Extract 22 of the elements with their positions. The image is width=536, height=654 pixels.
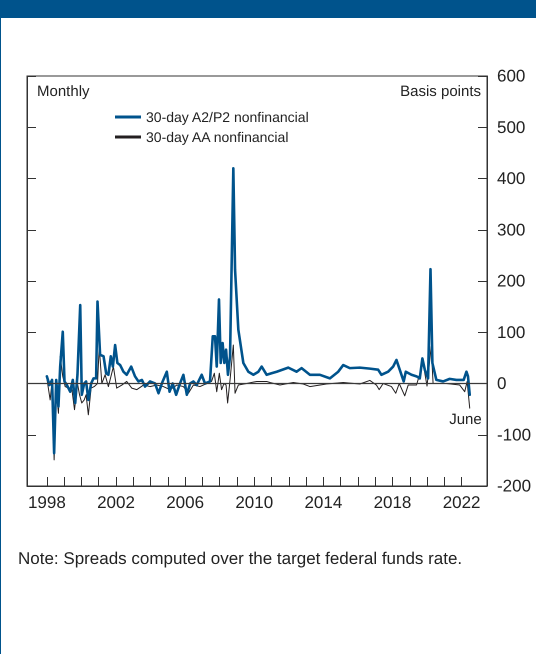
y-tick-label: 200 bbox=[497, 272, 526, 290]
y-tick-label: 100 bbox=[497, 322, 526, 342]
y-tick-label: 0 bbox=[497, 374, 506, 393]
x-tick-label: 1998 bbox=[28, 493, 66, 512]
y-tick-label: 500 bbox=[497, 118, 526, 137]
x-tick-label: 2018 bbox=[374, 493, 412, 512]
text: Note: Spreads computed over the target federal funds rate. bbox=[18, 548, 464, 569]
x-tick-label: 2022 bbox=[442, 493, 481, 512]
y-tick-label: -100 bbox=[497, 425, 532, 444]
legend-label: 30-day A2/P2 nonfinancial bbox=[146, 109, 309, 125]
x-tick-label: 2002 bbox=[97, 493, 135, 512]
y-axis-title: Basis points bbox=[400, 83, 481, 100]
y-tick-label: 300 bbox=[497, 220, 526, 240]
annotation: Monthly bbox=[37, 83, 90, 100]
x-tick-label: 2006 bbox=[166, 493, 204, 512]
legend-label: 30-day AA nonfinancial bbox=[146, 129, 288, 145]
y-tick-label: 400 bbox=[497, 169, 526, 188]
y-tick-label: -200 bbox=[497, 476, 532, 496]
x-tick-label: 2010 bbox=[235, 493, 274, 512]
y-tick-label: 600 bbox=[497, 66, 526, 86]
x-tick-label: 2014 bbox=[304, 493, 342, 512]
annotation: June bbox=[449, 411, 482, 428]
